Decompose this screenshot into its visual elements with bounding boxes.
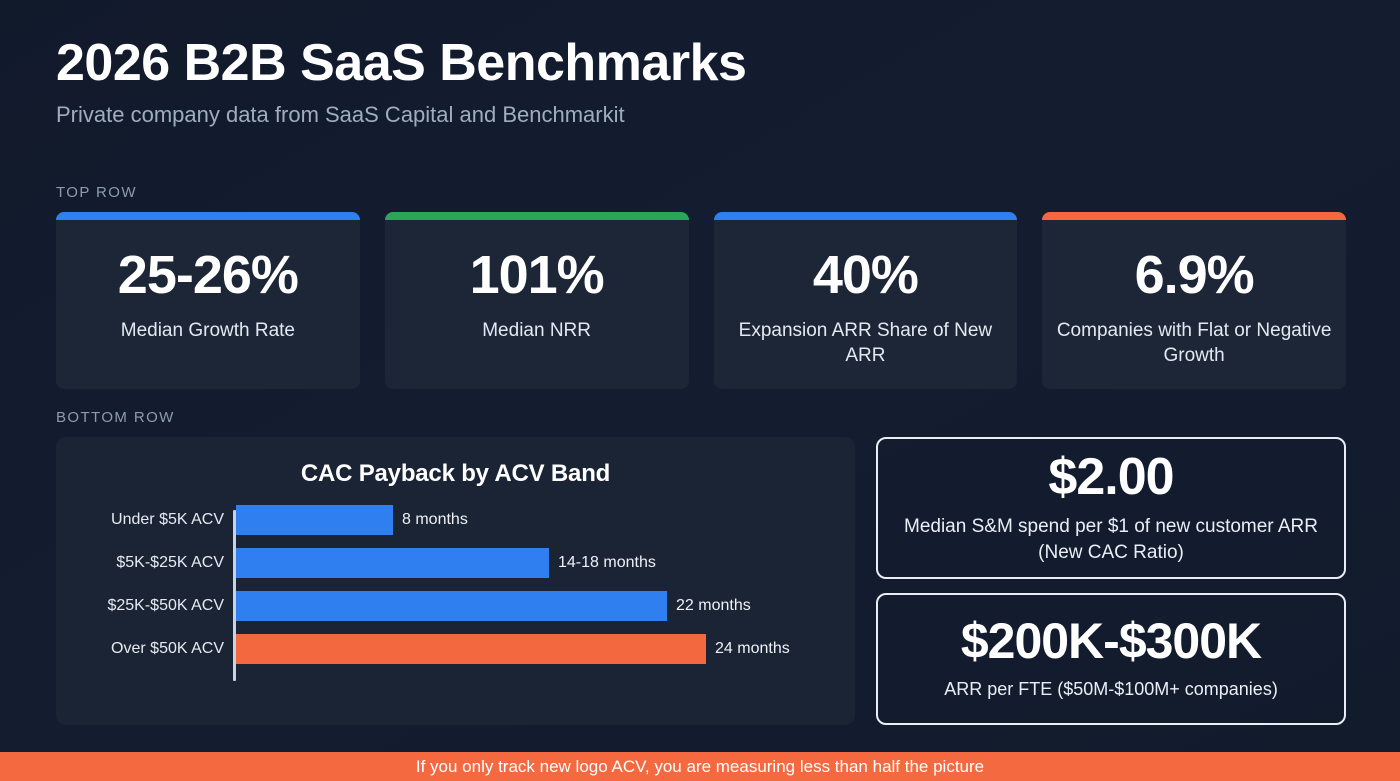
kpi-accent-bar — [1042, 212, 1346, 220]
page-subtitle: Private company data from SaaS Capital a… — [56, 102, 625, 128]
kpi-accent-bar — [384, 212, 689, 220]
chart-bar-row: Over $50K ACV 24 months — [56, 634, 855, 664]
outline-stat-card: $200K-$300K ARR per FTE ($50M-$100M+ comp… — [876, 593, 1346, 725]
chart-value-label: 14-18 months — [558, 554, 656, 571]
chart-value-label: 24 months — [715, 640, 790, 657]
kpi-accent-bar — [713, 212, 1018, 220]
chart-bar-row: $25K-$50K ACV 22 months — [56, 591, 855, 621]
chart-plot-area: Under $5K ACV 8 months $5K-$25K ACV 14-18 m… — [56, 505, 855, 690]
chart-bar — [236, 548, 549, 578]
kpi-card: 40% Expansion ARR Share of New ARR — [713, 212, 1018, 389]
outline-stat-value: $2.00 — [1048, 448, 1174, 507]
side-card-group: $2.00 Median S&M spend per $1 of new cust… — [876, 437, 1346, 725]
bottom-row: CAC Payback by ACV Band Under $5K ACV 8 m… — [56, 437, 1346, 725]
kpi-label: Expansion ARR Share of New ARR — [738, 320, 993, 367]
kpi-value: 6.9% — [1134, 245, 1255, 305]
chart-bar — [236, 505, 393, 535]
chart-value-label: 8 months — [402, 511, 468, 528]
footer-text: If you only track new logo ACV, you are … — [415, 757, 985, 776]
chart-category-label: $5K-$25K ACV — [116, 554, 224, 571]
kpi-card: 6.9% Companies with Flat or Negative Grow… — [1042, 212, 1346, 389]
kpi-accent-bar — [56, 212, 360, 220]
kpi-label: Companies with Flat or Negative Growth — [1056, 320, 1332, 367]
kpi-label: Median Growth Rate — [120, 320, 295, 341]
outline-stat-label: ARR per FTE ($50M-$100M+ companies) — [944, 679, 1278, 700]
cac-payback-chart-panel: CAC Payback by ACV Band Under $5K ACV 8 m… — [56, 437, 855, 725]
outline-stat-value: $200K-$300K — [960, 613, 1262, 670]
kpi-label: Median NRR — [482, 320, 591, 341]
outline-stat-card: $2.00 Median S&M spend per $1 of new cust… — [876, 437, 1346, 579]
kpi-value: 25-26% — [117, 245, 299, 305]
chart-title: CAC Payback by ACV Band — [300, 460, 611, 487]
section-label-top-row: TOP ROW — [56, 184, 137, 201]
chart-bar-row: $5K-$25K ACV 14-18 months — [56, 548, 855, 578]
chart-category-label: Over $50K ACV — [111, 640, 224, 657]
chart-bar-row: Under $5K ACV 8 months — [56, 505, 855, 535]
kpi-card: 101% Median NRR — [384, 212, 689, 389]
chart-bar — [236, 591, 667, 621]
chart-value-label: 22 months — [676, 597, 751, 614]
section-label-bottom-row: BOTTOM ROW — [56, 409, 175, 426]
chart-bar — [236, 634, 706, 664]
footer-banner: If you only track new logo ACV, you are … — [0, 752, 1400, 781]
chart-category-label: Under $5K ACV — [111, 511, 224, 528]
chart-y-axis-line — [233, 510, 236, 681]
kpi-card-row: 25-26% Median Growth Rate 101% Median NRR 40… — [56, 212, 1346, 389]
chart-category-label: $25K-$50K ACV — [107, 597, 224, 614]
page-title: 2026 B2B SaaS Benchmarks — [56, 34, 747, 92]
kpi-value: 40% — [812, 245, 919, 305]
kpi-value: 101% — [469, 245, 605, 305]
outline-stat-label: Median S&M spend per $1 of new customer … — [904, 516, 1318, 563]
kpi-card: 25-26% Median Growth Rate — [56, 212, 360, 389]
header: 2026 B2B SaaS Benchmarks Private company… — [56, 34, 1346, 129]
